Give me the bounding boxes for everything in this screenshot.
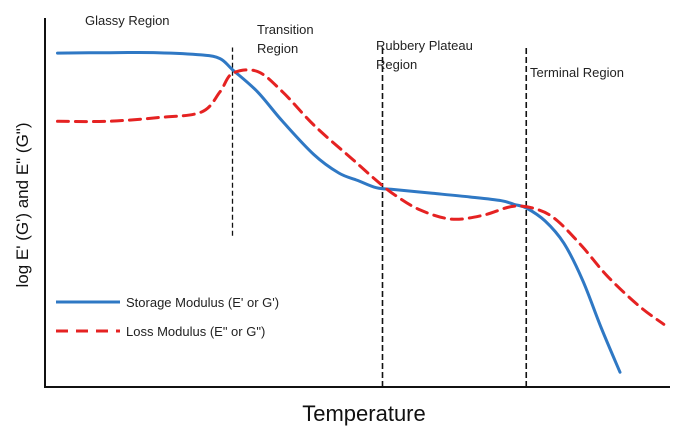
x-axis-label: Temperature xyxy=(302,401,426,426)
y-axis-label: log E' (G') and E" (G") xyxy=(13,123,32,288)
region-label-transition-line1: Transition xyxy=(257,22,314,37)
region-label-transition: Transition Region xyxy=(257,22,317,56)
legend-label-loss: Loss Modulus (E" or G") xyxy=(126,324,265,339)
region-label-terminal: Terminal Region xyxy=(530,65,624,80)
region-dividers xyxy=(231,47,528,387)
region-label-rubbery-line1: Rubbery Plateau xyxy=(376,38,473,53)
legend-label-storage: Storage Modulus (E' or G') xyxy=(126,295,279,310)
loss-modulus-line xyxy=(56,68,666,326)
series-layer xyxy=(56,50,666,374)
legend: Storage Modulus (E' or G') Loss Modulus … xyxy=(56,295,279,339)
storage-modulus-line xyxy=(56,50,622,374)
region-label-glassy: Glassy Region xyxy=(85,13,170,28)
region-label-transition-line2: Region xyxy=(257,41,298,56)
region-label-rubbery-line2: Region xyxy=(376,57,417,72)
region-label-rubbery: Rubbery Plateau Region xyxy=(376,38,476,72)
